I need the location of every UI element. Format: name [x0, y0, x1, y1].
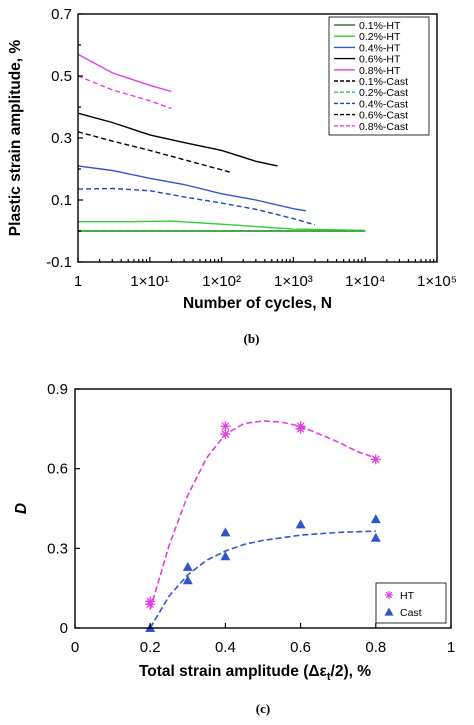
chart-c-x-tick-label: 0.4	[215, 639, 236, 656]
asterisk-stroke	[221, 430, 230, 439]
chart-b-series-line-0-8-ht	[77, 53, 172, 93]
chart-b-caption: (b)	[244, 331, 260, 346]
asterisk-stroke	[221, 422, 230, 431]
asterisk-stroke	[371, 455, 380, 464]
chart-b-x-tick-label: 1×10³	[274, 273, 313, 290]
asterisk-stroke	[146, 597, 155, 606]
chart-c-point-cast	[182, 561, 193, 571]
chart-c-point-cast	[295, 519, 306, 529]
chart-c-ticks: 0 0.3 0.6 0.9 0 0.2 0.4 0.6 0.8 1	[47, 381, 455, 656]
chart-c-x-tick-label: 0	[71, 639, 79, 656]
chart-c-legend-label: HT	[400, 590, 415, 602]
chart-b-series-line-0-6-ht	[77, 112, 278, 167]
chart-b-legend-label: 0.8%-Cast	[359, 121, 408, 133]
chart-b-y-tick-label: -0.1	[46, 254, 72, 271]
chart-c-point-cast	[370, 514, 381, 524]
chart-c-axes	[74, 388, 452, 629]
chart-c-point-cast	[370, 532, 381, 542]
chart-c-legend-label: Cast	[400, 607, 422, 619]
chart-b-y-tick-label: 0.1	[51, 192, 72, 209]
chart-c-x-tick-label: 0.6	[290, 639, 311, 656]
chart-c-y-tick-label: 0	[60, 620, 68, 637]
chart-c-y-axis-label: D	[13, 503, 30, 514]
chart-b-x-tick-label: 1×10¹	[130, 273, 169, 290]
chart-b-x-tick-label: 1×10²	[202, 273, 241, 290]
chart-c-fit-curve-cast	[149, 530, 376, 629]
chart-c-legend-box	[375, 582, 447, 624]
chart-b-legend-label: 0.2%-Cast	[359, 87, 408, 99]
chart-c-y-tick-label: 0.9	[47, 381, 68, 398]
chart-c-series	[145, 420, 381, 632]
chart-c-legend: HT Cast	[375, 582, 447, 624]
chart-c-fit-curve-ht	[149, 420, 377, 610]
chart-b-x-tick-label: 1	[74, 273, 82, 290]
chart-c-x-axis-label-sub: t	[327, 671, 331, 683]
chart-c-x-tick-label: 0.2	[140, 639, 161, 656]
chart-c-point-ht	[370, 454, 381, 465]
chart-b-legend-label: 0.2%-HT	[359, 31, 401, 43]
chart-c-y-tick-label: 0.3	[47, 540, 68, 557]
chart-b-series-line-0-8-cast	[77, 75, 172, 110]
chart-b-legend-label: 0.8%-HT	[359, 65, 401, 77]
chart-c: 0 0.3 0.6 0.9 0 0.2 0.4 0.6 0.8 1 Total strain am…	[13, 381, 455, 716]
chart-c-point-cast	[182, 575, 193, 585]
asterisk-stroke	[385, 591, 393, 599]
chart-c-x-axis-label-tail: /2), %	[331, 663, 372, 680]
chart-c-x-tick-label: 1	[447, 639, 455, 656]
chart-b-legend-label: 0.1%-HT	[359, 20, 401, 32]
chart-b-series-line-0-2-ht	[78, 220, 366, 232]
chart-b-y-tick-label: 0.3	[51, 130, 72, 147]
chart-b-y-tick-label: 0.5	[51, 68, 72, 85]
chart-b-x-tick-label: 1×10⁵	[417, 273, 457, 290]
chart-c-legend-swatch	[385, 591, 393, 599]
chart-c-y-tick-label: 0.6	[47, 461, 68, 478]
chart-c-point-ht	[220, 421, 231, 432]
asterisk-stroke	[296, 424, 305, 433]
chart-b-series-line-0-4-cast	[77, 187, 316, 226]
chart-b-y-tick-label: 0.7	[51, 6, 72, 23]
chart-c-point-cast	[220, 551, 231, 561]
chart-c-x-axis-label: Total strain amplitude (Δεt/2), %	[139, 663, 371, 683]
chart-b-legend: 0.1%-HT0.2%-HT0.4%-HT0.6%-HT0.8%-HT0.1%-…	[328, 16, 430, 136]
chart-b-x-axis-label: Number of cycles, N	[183, 295, 332, 312]
chart-b-series-line-0-6-cast	[77, 131, 230, 173]
chart-c-x-tick-label: 0.8	[365, 639, 386, 656]
chart-b-legend-label: 0.6%-Cast	[359, 110, 408, 122]
chart-b-legend-label: 0.6%-HT	[359, 54, 401, 66]
chart-c-legend-swatch	[384, 607, 394, 616]
chart-b: -0.1 0.1 0.3 0.5 0.7 1 1×10¹ 1×10² 1×10³ 1×10⁴ 1×1…	[7, 6, 457, 346]
chart-b-x-tick-label: 1×10⁴	[345, 273, 385, 290]
chart-b-y-axis-label: Plastic strain amplitude, %	[7, 40, 24, 237]
chart-b-legend-label: 0.1%-Cast	[359, 76, 408, 88]
chart-c-point-ht	[295, 423, 306, 434]
chart-b-legend-label: 0.4%-Cast	[359, 98, 408, 110]
chart-c-x-axis-label-main: Total strain amplitude (Δε	[139, 663, 328, 680]
chart-b-series	[77, 53, 366, 232]
chart-b-series-line-0-4-ht	[77, 165, 307, 212]
chart-c-caption: (c)	[256, 701, 270, 716]
chart-b-legend-label: 0.4%-HT	[359, 42, 401, 54]
chart-c-point-ht	[145, 596, 156, 607]
chart-c-point-cast	[220, 527, 231, 537]
chart-b-ticks: -0.1 0.1 0.3 0.5 0.7 1 1×10¹ 1×10² 1×10³ 1×10⁴ 1×1…	[46, 6, 457, 290]
